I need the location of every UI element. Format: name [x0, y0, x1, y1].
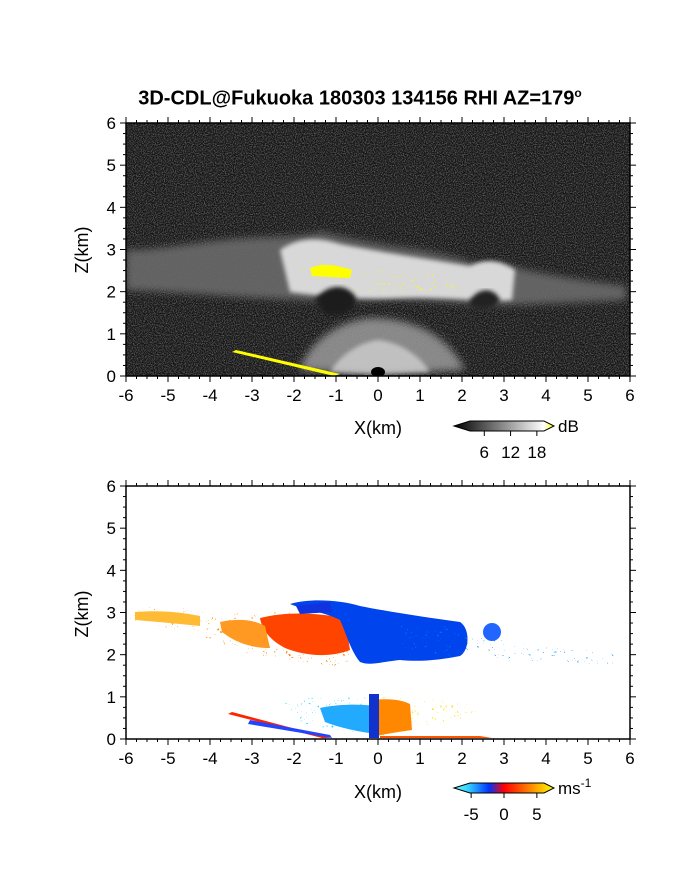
- velocity-image: [126, 486, 630, 739]
- y-tick-label: 0: [107, 367, 116, 386]
- reflectivity-colorbar-unit: dB: [558, 417, 579, 436]
- colorbar-tick-label: 6: [480, 443, 489, 462]
- x-tick-label: -6: [118, 386, 133, 405]
- colorbar-tick-label: 0: [499, 805, 508, 824]
- y-tick-label: 1: [107, 688, 116, 707]
- colorbar-tick-label: 18: [527, 443, 546, 462]
- y-tick-label: 5: [107, 156, 116, 175]
- x-tick-label: 2: [457, 749, 466, 768]
- velocity-axes: -6 -5 -4 -3 -2 -1 0 1 2 3 4 5 6 0 1 2 3 4 5 6: [107, 477, 636, 768]
- x-tick-label: -6: [118, 749, 133, 768]
- reflectivity-axes: -6 -5 -4 -3 -2 -1 0 1 2 3 4 5 6 0 1 2 3 4 5 6: [107, 114, 636, 405]
- x-tick-label: -1: [328, 749, 343, 768]
- colorbar-tick-label: 12: [501, 443, 520, 462]
- x-tick-label: 2: [457, 386, 466, 405]
- x-tick-label: 6: [625, 749, 634, 768]
- y-axis-label: Z(km): [72, 227, 92, 274]
- degree-symbol: o: [574, 86, 582, 100]
- y-tick-label: 4: [107, 198, 116, 217]
- x-tick-label: 6: [625, 386, 634, 405]
- x-tick-label: 5: [583, 749, 592, 768]
- colorbar-tick-label: 5: [532, 805, 541, 824]
- x-axis-label: X(km): [354, 418, 402, 438]
- reflectivity-colorbar-bar: [452, 420, 556, 432]
- x-tick-label: -5: [160, 749, 175, 768]
- y-tick-label: 3: [107, 604, 116, 623]
- x-tick-label: 0: [373, 749, 382, 768]
- reflectivity-image: [126, 123, 630, 376]
- velocity-colorbar: ms-1 -5 0 5: [452, 776, 592, 824]
- x-tick-label: -4: [202, 749, 217, 768]
- x-axis-label: X(km): [354, 782, 402, 802]
- y-tick-label: 2: [107, 646, 116, 665]
- y-tick-label: 0: [107, 730, 116, 749]
- x-tick-label: -5: [160, 386, 175, 405]
- x-tick-label: 5: [583, 386, 592, 405]
- x-tick-label: 1: [415, 386, 424, 405]
- x-tick-label: -3: [244, 386, 259, 405]
- x-tick-label: -3: [244, 749, 259, 768]
- chart-title: 3D-CDL@Fukuoka 180303 134156 RHI AZ=179o: [0, 86, 680, 111]
- y-tick-label: 3: [107, 241, 116, 260]
- colorbar-tick-label: -5: [464, 805, 479, 824]
- chart-title-text: 3D-CDL@Fukuoka 180303 134156 RHI AZ=179: [138, 87, 575, 110]
- y-tick-label: 1: [107, 325, 116, 344]
- x-tick-label: 4: [541, 749, 550, 768]
- reflectivity-colorbar: dB 6 12 18: [452, 417, 579, 462]
- velocity-colorbar-bar: [452, 782, 556, 794]
- x-tick-label: 3: [499, 386, 508, 405]
- x-tick-label: -4: [202, 386, 217, 405]
- y-tick-label: 4: [107, 561, 116, 580]
- x-tick-label: 4: [541, 386, 550, 405]
- y-tick-label: 6: [107, 114, 116, 133]
- y-tick-label: 2: [107, 283, 116, 302]
- x-tick-label: -2: [286, 386, 301, 405]
- x-tick-label: 3: [499, 749, 508, 768]
- velocity-panel: -6 -5 -4 -3 -2 -1 0 1 2 3 4 5 6 0 1 2 3 4 5 6 X(km) Z(km) m…: [72, 477, 636, 824]
- y-axis-label: Z(km): [72, 591, 92, 638]
- x-tick-label: 1: [415, 749, 424, 768]
- x-tick-label: 0: [373, 386, 382, 405]
- x-tick-label: -1: [328, 386, 343, 405]
- y-tick-label: 5: [107, 519, 116, 538]
- velocity-colorbar-unit: ms-1: [558, 776, 592, 798]
- y-tick-label: 6: [107, 477, 116, 496]
- x-tick-label: -2: [286, 749, 301, 768]
